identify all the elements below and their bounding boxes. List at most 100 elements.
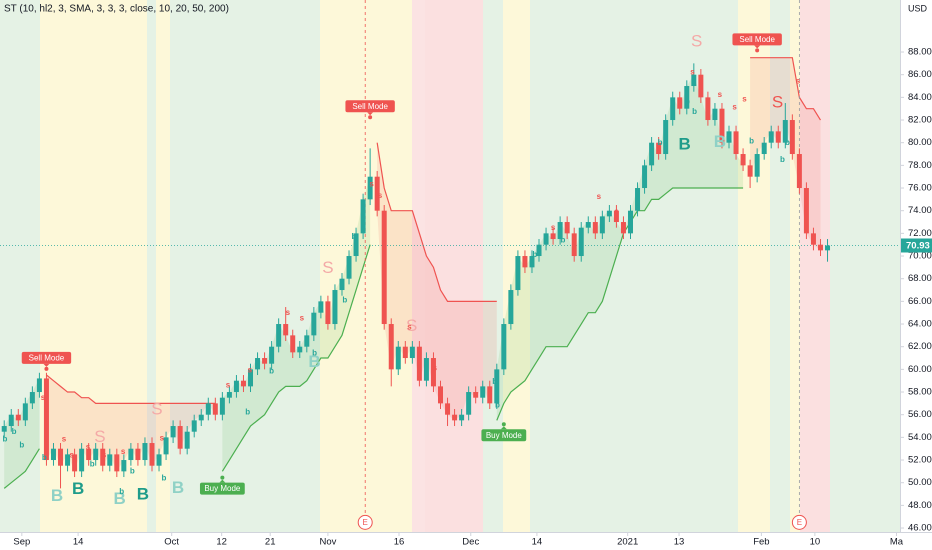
candle-body [381, 210, 387, 325]
signal-letter: s [41, 393, 46, 402]
candle-body [325, 301, 331, 325]
x-tick-label: 21 [265, 537, 276, 548]
candle-body [255, 358, 261, 370]
candle-body [620, 222, 626, 234]
signal-letter: S [151, 400, 162, 419]
signal-letter: b [685, 97, 690, 106]
signal-letter: b [162, 473, 167, 482]
x-tick-label: Nov [319, 537, 336, 548]
band [147, 0, 156, 532]
candle-body [536, 244, 542, 257]
buy-mode-label: Buy Mode [199, 475, 245, 495]
label-box [21, 351, 72, 364]
candle-body [43, 378, 49, 461]
candle-body [438, 386, 444, 404]
candle-body [529, 256, 535, 268]
buy-mode-label: Buy Mode [481, 422, 527, 442]
label-pointer [43, 363, 50, 367]
band [320, 0, 412, 532]
signal-letter: b [749, 137, 754, 146]
candle-body [114, 454, 120, 472]
candle-body [72, 454, 78, 472]
candle-body [515, 256, 521, 291]
event-marker: E [357, 514, 373, 530]
candle-body [642, 165, 648, 189]
signal-letter: b [342, 295, 347, 304]
y-tick-label: 60.00 [908, 364, 932, 375]
candle-body [135, 448, 141, 461]
candle-body [768, 131, 774, 143]
candle-body [128, 448, 134, 461]
label-dot [220, 475, 225, 480]
candle-body [86, 448, 92, 461]
label-pointer [500, 426, 507, 430]
candle-body [198, 414, 204, 421]
y-tick-label: 46.00 [908, 523, 932, 534]
candle-body [156, 454, 162, 466]
candle-body [810, 233, 816, 245]
signal-letter: s [300, 313, 305, 322]
candle-body [226, 392, 232, 398]
label-box [199, 482, 245, 495]
candle-body [803, 188, 809, 234]
candle-body [557, 222, 563, 240]
signal-letter: B [72, 479, 84, 498]
trend-fill [4, 378, 40, 489]
candle-body [761, 142, 767, 155]
signal-letter: s [160, 434, 165, 443]
tag-box [901, 238, 932, 253]
signal-letter: s [378, 191, 383, 200]
x-tick-label: 13 [674, 537, 685, 548]
plot [0, 0, 900, 515]
signal-letter: b [119, 487, 124, 496]
y-tick-label: 54.00 [908, 432, 932, 443]
candle-body [543, 233, 549, 245]
candle-body [663, 120, 669, 155]
band [830, 0, 900, 532]
band [0, 0, 40, 532]
event-circle [357, 514, 373, 530]
signal-letter: b [269, 367, 274, 376]
x-tick-label: Sep [13, 537, 30, 548]
signal-letter: S [691, 31, 702, 50]
y-tick-label: 64.00 [908, 319, 932, 330]
candle-body [219, 397, 225, 415]
signal-letter: b [352, 232, 357, 241]
signal-letter: S [772, 93, 783, 112]
candle-body [388, 324, 394, 370]
candle-body [346, 256, 352, 279]
label-pointer [367, 112, 374, 116]
signal-letter: s [433, 363, 438, 372]
candle-body [719, 108, 725, 143]
candle-body [712, 108, 718, 121]
candle-body [22, 403, 28, 421]
event-text: E [363, 518, 368, 527]
signal-letter: s [690, 68, 695, 77]
candle-body [592, 222, 598, 234]
candle-body [65, 454, 71, 466]
candle-body [578, 227, 584, 257]
sell-mode-label: Sell Mode [21, 351, 72, 371]
signal-letter: b [312, 349, 317, 358]
candle-body [677, 97, 683, 109]
signal-letter: b [532, 250, 537, 259]
label-box [481, 429, 527, 442]
candle-body [613, 210, 619, 223]
candle-body [318, 301, 324, 313]
x-tick-label: Oct [164, 537, 179, 548]
sell-mode-label: Sell Mode [732, 33, 782, 53]
signal-letter: b [42, 453, 47, 462]
candle-body [747, 165, 753, 177]
signal-letter: B [51, 486, 63, 505]
candle-body [311, 312, 317, 336]
y-tick-label: 88.00 [908, 47, 932, 58]
band [156, 0, 170, 532]
x-tick-label: Ma [890, 537, 904, 548]
band [425, 0, 483, 532]
trend-line [46, 57, 821, 404]
candle-body [606, 210, 612, 217]
x-tick-label: Dec [462, 537, 479, 548]
candle-body [416, 346, 422, 381]
signal-letter: s [614, 207, 619, 216]
